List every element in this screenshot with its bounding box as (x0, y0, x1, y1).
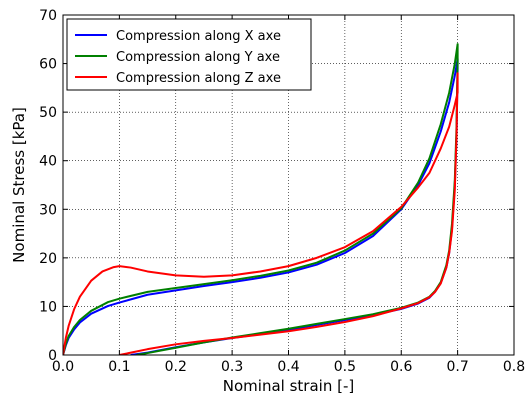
y-tick-label: 40 (39, 154, 57, 170)
legend-label: Compression along X axe (116, 29, 281, 44)
x-axis-label: Nominal strain [-] (223, 377, 354, 395)
x-tick-label: 0.6 (390, 359, 412, 375)
y-tick-label: 70 (39, 8, 57, 24)
legend-box (66, 18, 312, 91)
y-tick-label: 0 (48, 348, 57, 364)
y-tick-label: 20 (39, 251, 57, 267)
x-tick-label: 0.8 (503, 359, 525, 375)
series-layer (63, 43, 459, 355)
legend-label: Compression along Y axe (116, 50, 280, 65)
series-line-3 (63, 72, 459, 355)
y-tick-label: 30 (39, 202, 57, 218)
x-tick-label: 0.5 (334, 359, 356, 375)
x-tick-label: 0.7 (446, 359, 468, 375)
y-tick-label: 10 (39, 299, 57, 315)
x-tick-label: 0.4 (277, 359, 299, 375)
x-tick-label: 0.2 (165, 359, 187, 375)
x-tick-label: 0.3 (221, 359, 243, 375)
x-tick-label: 0.0 (52, 359, 74, 375)
legend: Compression along X axe Compression along… (66, 18, 312, 91)
legend-label: Compression along Z axe (116, 71, 281, 86)
tick-layer: 0.0 0.1 0.2 0.3 0.4 0.5 0.6 0.7 0.8 0 10 20 30 40 50 60… (39, 8, 525, 375)
series-line-2 (63, 43, 459, 355)
y-axis-label: Nominal Stress [kPa] (10, 107, 28, 263)
y-tick-label: 50 (39, 105, 57, 121)
y-tick-label: 60 (39, 57, 57, 73)
x-tick-label: 0.1 (108, 359, 130, 375)
